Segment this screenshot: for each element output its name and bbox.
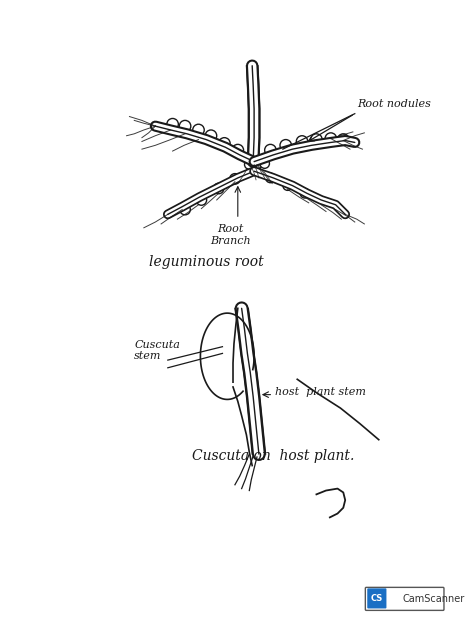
Text: Cuscuta
stem: Cuscuta stem [134, 340, 180, 362]
Text: host  plant stem: host plant stem [275, 387, 366, 397]
Circle shape [205, 130, 217, 142]
Circle shape [283, 181, 292, 190]
Circle shape [280, 140, 292, 151]
FancyBboxPatch shape [365, 587, 444, 611]
Circle shape [167, 118, 178, 130]
Circle shape [180, 204, 191, 215]
Circle shape [252, 160, 262, 169]
Circle shape [213, 183, 224, 194]
Circle shape [300, 188, 310, 198]
Circle shape [230, 174, 240, 184]
Circle shape [264, 144, 276, 156]
Circle shape [260, 159, 269, 168]
Circle shape [325, 133, 337, 144]
Circle shape [337, 134, 349, 145]
Circle shape [219, 138, 230, 149]
Text: CS: CS [371, 594, 383, 604]
FancyBboxPatch shape [367, 588, 386, 609]
Text: Root nodules: Root nodules [357, 99, 430, 109]
Circle shape [245, 160, 254, 169]
Text: CamScanner: CamScanner [403, 594, 465, 604]
Text: Cuscuta on  host plant.: Cuscuta on host plant. [192, 449, 354, 463]
Circle shape [296, 136, 308, 147]
Circle shape [193, 125, 204, 136]
Text: Root
Branch: Root Branch [210, 224, 250, 246]
Circle shape [310, 134, 322, 145]
Circle shape [265, 173, 275, 183]
Circle shape [196, 195, 207, 205]
Circle shape [232, 144, 244, 156]
Circle shape [179, 120, 191, 132]
Text: leguminous root: leguminous root [149, 255, 264, 269]
